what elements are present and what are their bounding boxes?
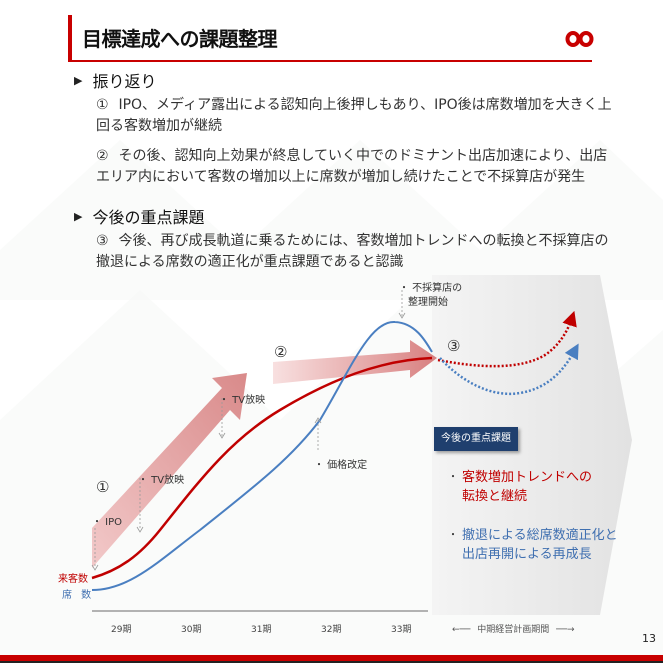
footer-dark-bar	[0, 661, 663, 663]
seats-projection	[439, 343, 579, 396]
page-number: 13	[642, 632, 656, 645]
growth-chart	[91, 275, 632, 615]
legend-seats: 席 数	[62, 590, 95, 601]
annotation-close-line2: 整理開始	[408, 297, 448, 308]
bullet-triangle-icon: ▶	[74, 73, 83, 87]
section-heading: 今後の重点課題	[92, 208, 205, 227]
period-33: 33期	[391, 625, 412, 635]
bullet-triangle-icon: ▶	[74, 209, 83, 223]
plan-period-label: ←── 中期経営計画期間 ──→	[452, 625, 575, 635]
section-priority: ▶ 今後の重点課題	[74, 204, 204, 228]
section-heading: 振り返り	[92, 72, 157, 91]
title-bar: 目標達成への課題整理	[68, 15, 592, 62]
priority-item-3: ③ 今後、再び成長軌道に乗るためには、客数増加トレンドへの転換と不採算店の撤退に…	[96, 233, 609, 270]
review-item-2: ② その後、認知向上効果が終息していく中でのドミナント出店加速により、出店エリア…	[96, 148, 608, 185]
phase2-label: ②	[274, 343, 288, 361]
section-review: ▶ 振り返り	[74, 68, 156, 92]
annotation-close-line1: ・ 不採算店の	[399, 283, 463, 294]
customers-curve	[91, 356, 433, 580]
priority-bullet-1: ・ 客数増加トレンドへの 転換と継続	[448, 470, 593, 504]
period-31: 31期	[251, 625, 272, 635]
infinity-logo-icon	[565, 31, 594, 47]
annotation-tv2: ・ TV放映	[219, 395, 266, 406]
phase3-label: ③	[447, 337, 461, 355]
period-29: 29期	[111, 625, 132, 635]
annotation-ipo: ・ IPO	[92, 517, 123, 528]
review-item-1: ① IPO、メディア露出による認知向上後押しもあり、IPO後は席数増加を大きく上…	[96, 97, 612, 134]
footer-bar	[0, 655, 663, 661]
annotation-tv1: ・ TV放映	[138, 475, 185, 486]
annotation-price: ・ 価格改定	[314, 460, 368, 471]
customers-projection	[437, 310, 577, 368]
future-period-chevron	[432, 275, 632, 615]
priority-bullet-2: ・ 撤退による総席数適正化と 出店再開による再成長	[448, 528, 618, 562]
legend-customers: 来客数	[58, 574, 88, 585]
phase1-label: ①	[96, 478, 110, 496]
phase2-arrow	[273, 340, 437, 384]
page-title: 目標達成への課題整理	[82, 27, 278, 51]
period-32: 32期	[321, 625, 342, 635]
phase1-arrow	[92, 373, 247, 568]
period-30: 30期	[181, 625, 202, 635]
priority-box: 今後の重点課題	[434, 427, 518, 451]
seats-curve	[91, 320, 433, 591]
